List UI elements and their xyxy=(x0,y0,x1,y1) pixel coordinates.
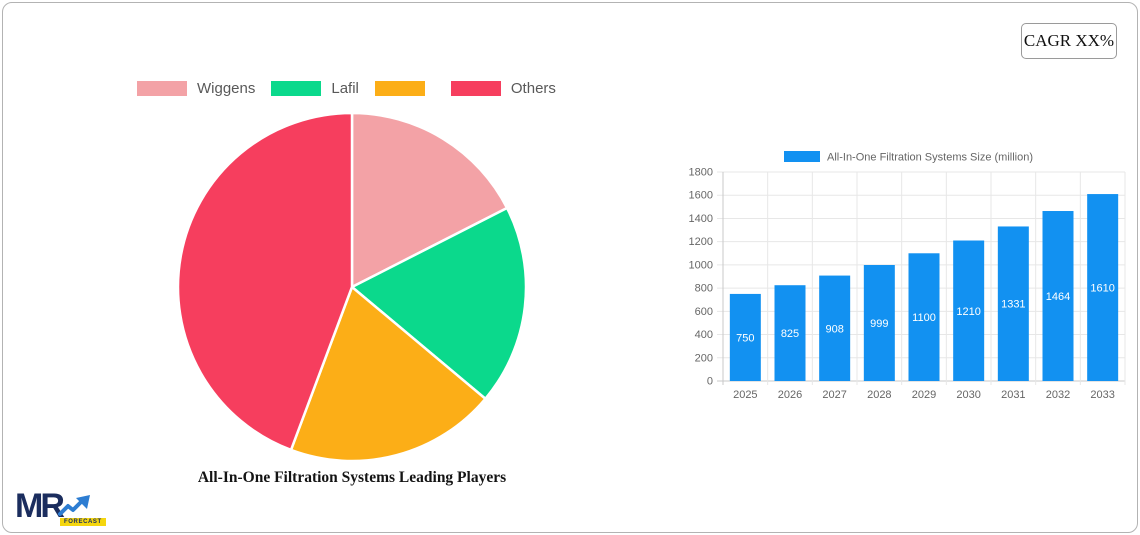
pie-slice-Others[interactable] xyxy=(176,111,354,452)
y-tick-label: 1000 xyxy=(689,259,713,271)
pie-slice-unnamed[interactable] xyxy=(289,285,487,463)
x-tick-label: 2033 xyxy=(1090,389,1114,401)
bar-value-label: 825 xyxy=(781,328,799,340)
bar-value-label: 908 xyxy=(825,323,843,335)
y-tick-label: 1200 xyxy=(689,236,713,248)
bar-value-label: 1100 xyxy=(912,312,936,324)
bar-2029[interactable] xyxy=(908,253,940,381)
legend-label: Wiggens xyxy=(197,80,256,97)
x-tick-label: 2027 xyxy=(822,389,846,401)
y-tick-label: 1400 xyxy=(689,213,713,225)
legend-swatch xyxy=(137,81,187,96)
bar-value-label: 999 xyxy=(870,318,888,330)
pie-legend-item-unnamed[interactable] xyxy=(374,81,435,96)
legend-swatch xyxy=(450,81,501,96)
bar-legend-swatch[interactable] xyxy=(784,151,820,162)
pie-legend-item-Others[interactable]: Others xyxy=(450,80,556,97)
legend-label: Others xyxy=(510,80,556,97)
y-tick-label: 200 xyxy=(695,352,713,364)
bar-2030[interactable] xyxy=(953,240,985,381)
bar-2026[interactable] xyxy=(774,285,806,381)
x-tick-label: 2032 xyxy=(1046,389,1070,401)
pie-slice-Wiggens[interactable] xyxy=(350,111,509,289)
pie-legend: Wiggens Lafil Others xyxy=(137,80,556,97)
bar-2025[interactable] xyxy=(729,293,761,381)
bar-2033[interactable] xyxy=(1087,194,1119,381)
bar-value-label: 750 xyxy=(736,332,754,344)
trend-arrow-icon xyxy=(58,495,90,516)
x-tick-label: 2026 xyxy=(778,389,802,401)
x-tick-label: 2031 xyxy=(1001,389,1025,401)
pie-legend-item-Lafil[interactable]: Lafil xyxy=(271,80,359,97)
legend-swatch xyxy=(271,81,322,96)
y-tick-label: 1800 xyxy=(689,167,713,179)
x-tick-label: 2030 xyxy=(956,389,980,401)
legend-label: Lafil xyxy=(331,80,359,97)
y-tick-label: 800 xyxy=(695,283,713,295)
bar-2032[interactable] xyxy=(1042,211,1074,381)
mr-forecast-logo: MR FORECAST xyxy=(15,489,135,535)
bar-2031[interactable] xyxy=(997,226,1029,381)
bar-2028[interactable] xyxy=(863,265,895,381)
bar-value-label: 1210 xyxy=(956,306,980,318)
bar-2027[interactable] xyxy=(819,275,851,381)
pie-chart xyxy=(176,111,528,463)
pie-chart-title: All-In-One Filtration Systems Leading Pl… xyxy=(197,469,507,486)
bar-value-label: 1464 xyxy=(1046,291,1070,303)
bar-legend-label[interactable]: All-In-One Filtration Systems Size (mill… xyxy=(827,152,1033,164)
logo-mr-text: MR xyxy=(15,487,65,525)
x-tick-label: 2025 xyxy=(733,389,757,401)
y-tick-label: 600 xyxy=(695,306,713,318)
y-tick-label: 1600 xyxy=(689,190,713,202)
bar-value-label: 1610 xyxy=(1090,283,1114,295)
bar-value-label: 1331 xyxy=(1001,299,1025,311)
cagr-badge[interactable]: CAGR XX% xyxy=(1021,23,1117,59)
x-tick-label: 2029 xyxy=(912,389,936,401)
legend-swatch xyxy=(374,81,425,96)
y-tick-label: 0 xyxy=(707,376,713,388)
bar-chart: All-In-One Filtration Systems Size (mill… xyxy=(689,151,1126,401)
pie-slice-Lafil[interactable] xyxy=(350,206,528,400)
y-tick-label: 400 xyxy=(695,329,713,341)
logo-forecast-badge: FORECAST xyxy=(60,518,106,526)
x-tick-label: 2028 xyxy=(867,389,891,401)
pie-legend-item-Wiggens[interactable]: Wiggens xyxy=(137,80,255,97)
